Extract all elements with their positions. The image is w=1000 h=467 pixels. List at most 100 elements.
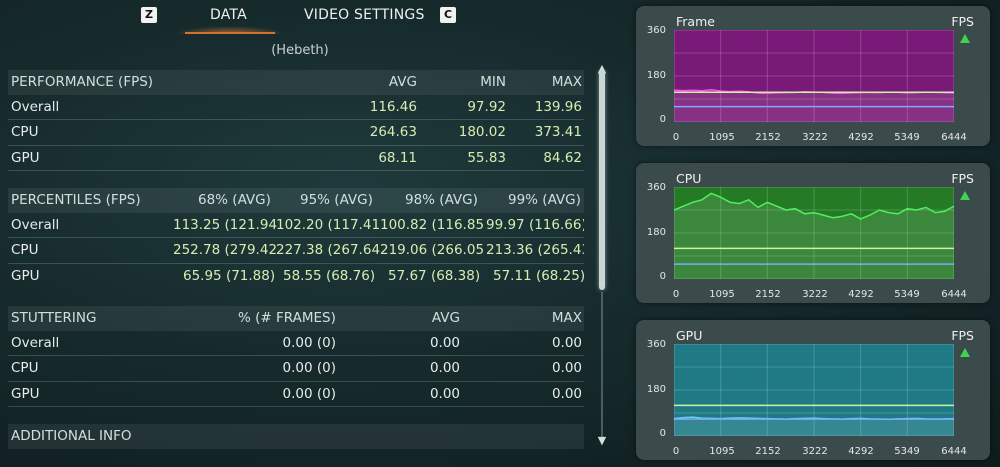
cell-value: 264.63 [369,124,417,140]
table-row: CPU 0.00 (0) 0.00 0.00 [8,356,584,382]
page-subtitle: (Hebeth) [271,43,329,58]
x-tick-label: 5349 [894,446,920,457]
y-tick-label: 180 [646,227,666,238]
cell-value: 0.00 [551,360,582,376]
z-key-hint[interactable]: Z [141,7,157,23]
active-tab-underline [185,32,275,34]
cpu-chart-panel: CPU FPS 360 180 0 0 1095 2152 3222 4292 … [636,163,990,303]
trend-up-icon [960,348,970,357]
cell-value: 0.00 (0) [282,360,336,376]
cell-value: 219.06 (266.05 [380,242,485,258]
x-tick-label: 4292 [848,289,874,300]
table-row: CPU 252.78 (279.42 227.38 (267.64 219.06… [8,238,584,264]
cell-value: 100.82 (116.85 [380,216,485,233]
cell-value: 0.00 [551,385,582,402]
cell-value: 180.02 [458,124,506,140]
cell-value: 97.92 [467,98,506,115]
frame-chart-plot [674,30,954,122]
x-tick-label: 0 [672,132,680,143]
chart-unit: FPS [951,328,974,343]
table-row: Overall 113.25 (121.94 102.20 (117.41 10… [8,213,584,238]
x-tick-label: 1095 [709,446,735,457]
table-header: ADDITIONAL INFO [8,424,584,449]
stuttering-table: STUTTERING % (# FRAMES) AVG MAX Overall … [8,306,584,407]
scroll-up-arrow-icon[interactable]: ▲ [597,62,607,75]
row-label: Overall [11,98,60,115]
x-tick-label: 1095 [709,289,735,300]
row-label: CPU [11,242,39,258]
chart-title: Frame [676,14,715,29]
y-tick-label: 360 [646,182,666,193]
frame-chart-panel: Frame FPS 360 180 0 0 1095 2152 3222 429… [636,6,990,146]
series-area [674,417,954,436]
scrollbar-thumb[interactable] [599,70,605,290]
c-key-hint[interactable]: C [440,7,456,23]
section-title: PERFORMANCE (FPS) [11,74,154,90]
column-header: MIN [480,74,506,90]
gpu-chart-plot [674,344,954,436]
column-header: AVG [388,74,417,90]
y-tick-label: 180 [646,70,666,81]
cell-value: 84.62 [543,149,582,166]
row-label: Overall [11,216,60,233]
tab-bar: Z DATA VIDEO SETTINGS C [0,0,600,34]
cell-value: 227.38 (267.64 [276,242,381,258]
x-tick-label: 1095 [709,132,735,143]
cell-value: 102.20 (117.41 [276,216,381,233]
cell-value: 57.67 (68.38) [388,267,481,284]
section-title: ADDITIONAL INFO [11,428,132,444]
table-row: GPU 68.11 55.83 84.62 [8,146,584,171]
cell-value: 55.83 [467,149,506,166]
x-tick-label: 4292 [848,132,874,143]
table-row: Overall 116.46 97.92 139.96 [8,95,584,120]
column-header: MAX [551,310,582,326]
cell-value: 373.41 [534,124,582,140]
column-header: MAX [551,74,582,90]
series-area [674,89,954,122]
cell-value: 252.78 (279.42 [173,242,278,258]
chart-unit: FPS [951,171,974,186]
plot-background [674,344,954,436]
table-row: GPU 0.00 (0) 0.00 0.00 [8,382,584,407]
cell-value: 99.97 (116.66) [486,216,584,233]
x-tick-label: 5349 [894,289,920,300]
cell-value: 113.25 (121.94 [173,216,278,233]
tab-data[interactable]: DATA [210,7,247,23]
y-tick-label: 0 [659,271,666,282]
column-header: % (# FRAMES) [238,310,336,326]
scrollbar[interactable]: ▲ ▼ [594,62,610,450]
x-tick-label: 6444 [941,132,967,143]
row-label: CPU [11,124,39,140]
scroll-down-arrow-icon[interactable]: ▼ [597,434,607,447]
table-row: GPU 65.95 (71.88) 58.55 (68.76) 57.67 (6… [8,264,584,289]
cell-value: 57.11 (68.25) [493,267,584,284]
cell-value: 213.36 (265.43 [486,242,584,258]
series-line [674,192,954,220]
series-area [674,193,954,279]
column-header: 95% (AVG) [300,192,373,208]
row-label: GPU [11,267,40,284]
row-label: GPU [11,149,40,166]
y-tick-label: 180 [646,384,666,395]
trend-up-icon [960,191,970,200]
column-header: 98% (AVG) [405,192,478,208]
tab-video-settings[interactable]: VIDEO SETTINGS [304,7,425,23]
cell-value: 58.55 (68.76) [283,267,376,284]
y-tick-label: 0 [659,114,666,125]
table-header: PERCENTILES (FPS) 68% (AVG) 95% (AVG) 98… [8,188,584,213]
x-tick-label: 6444 [941,446,967,457]
row-label: CPU [11,360,39,376]
x-tick-label: 2152 [755,446,781,457]
x-tick-label: 5349 [894,132,920,143]
table-header: STUTTERING % (# FRAMES) AVG MAX [8,306,584,331]
scrollbar-track[interactable] [601,292,603,442]
x-tick-label: 3222 [802,289,828,300]
active-tab-glow [175,26,285,34]
cell-value: 0.00 [551,334,582,351]
y-tick-label: 360 [646,339,666,350]
cell-value: 65.95 (71.88) [183,267,276,284]
row-label: Overall [11,334,60,351]
additional-info-section[interactable]: ADDITIONAL INFO [8,424,584,449]
x-tick-label: 3222 [802,446,828,457]
column-header: 68% (AVG) [198,192,271,208]
